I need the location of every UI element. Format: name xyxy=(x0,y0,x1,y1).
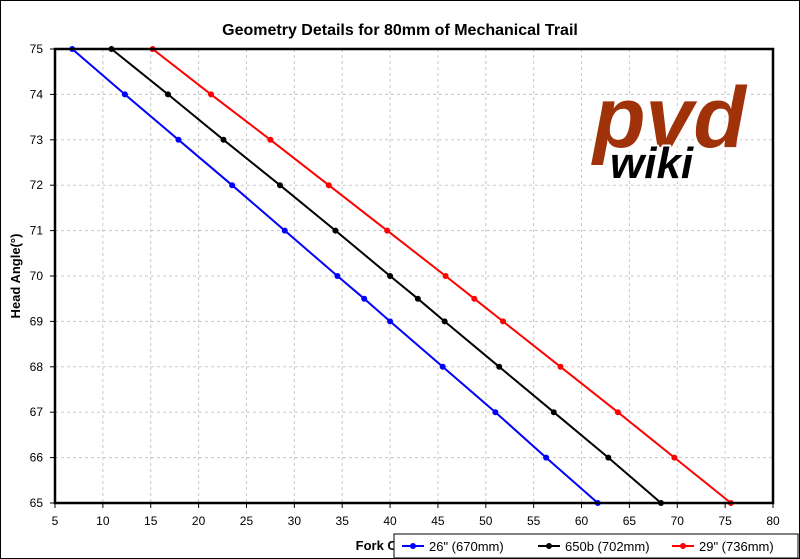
x-tick-label: 55 xyxy=(527,514,541,528)
y-tick-label: 66 xyxy=(30,451,44,465)
y-axis-label: Head Angle(°) xyxy=(8,234,23,319)
chart-title: Geometry Details for 80mm of Mechanical … xyxy=(222,22,578,39)
data-point xyxy=(415,296,421,302)
data-point xyxy=(122,91,128,97)
data-point xyxy=(605,455,611,461)
logo-wiki-text: wiki xyxy=(610,139,694,188)
x-tick-label: 35 xyxy=(336,514,350,528)
data-point xyxy=(326,182,332,188)
y-tick-label: 65 xyxy=(30,496,44,510)
x-tick-label: 80 xyxy=(766,514,780,528)
data-point xyxy=(332,228,338,234)
legend-label: 650b (702mm) xyxy=(565,539,650,554)
x-tick-label: 60 xyxy=(575,514,589,528)
x-tick-label: 5 xyxy=(52,514,59,528)
legend-swatch-marker xyxy=(410,543,416,549)
y-tick-label: 70 xyxy=(30,269,44,283)
y-tick-label: 68 xyxy=(30,360,44,374)
data-point xyxy=(500,318,506,324)
legend-swatch-marker xyxy=(546,543,552,549)
y-tick-label: 67 xyxy=(30,405,44,419)
y-tick-label: 73 xyxy=(30,133,44,147)
data-point xyxy=(220,137,226,143)
x-tick-label: 25 xyxy=(240,514,254,528)
data-point xyxy=(267,137,273,143)
data-point xyxy=(282,228,288,234)
x-tick-label: 15 xyxy=(144,514,158,528)
y-tick-label: 72 xyxy=(30,178,44,192)
x-tick-label: 45 xyxy=(431,514,445,528)
data-point xyxy=(208,91,214,97)
data-point xyxy=(361,296,367,302)
data-point xyxy=(471,296,477,302)
series-0 xyxy=(69,46,601,506)
y-tick-label: 75 xyxy=(30,42,44,56)
data-point xyxy=(229,182,235,188)
x-tick-label: 70 xyxy=(671,514,685,528)
y-tick-label: 74 xyxy=(30,87,44,101)
data-point xyxy=(334,273,340,279)
data-point xyxy=(496,364,502,370)
data-point xyxy=(442,318,448,324)
data-point xyxy=(387,273,393,279)
x-tick-label: 75 xyxy=(718,514,732,528)
data-point xyxy=(443,273,449,279)
data-point xyxy=(492,409,498,415)
legend-label: 29" (736mm) xyxy=(699,539,774,554)
legend-swatch-marker xyxy=(680,543,686,549)
x-tick-label: 50 xyxy=(479,514,493,528)
data-point xyxy=(671,455,677,461)
y-tick-label: 71 xyxy=(30,224,44,238)
data-point xyxy=(551,409,557,415)
x-tick-label: 30 xyxy=(288,514,302,528)
data-point xyxy=(384,228,390,234)
y-tick-label: 69 xyxy=(30,314,44,328)
x-tick-label: 10 xyxy=(96,514,110,528)
data-point xyxy=(615,409,621,415)
legend: 26" (670mm) 650b (702mm) 29" (736mm) xyxy=(394,534,798,558)
data-point xyxy=(557,364,563,370)
data-point xyxy=(543,455,549,461)
legend-label: 26" (670mm) xyxy=(429,539,504,554)
x-tick-label: 65 xyxy=(623,514,637,528)
pvd-wiki-logo: pvd wiki xyxy=(591,70,747,188)
data-point xyxy=(175,137,181,143)
x-tick-label: 40 xyxy=(383,514,397,528)
data-point xyxy=(387,318,393,324)
data-point xyxy=(165,91,171,97)
x-tick-label: 20 xyxy=(192,514,206,528)
data-point xyxy=(440,364,446,370)
data-point xyxy=(277,182,283,188)
